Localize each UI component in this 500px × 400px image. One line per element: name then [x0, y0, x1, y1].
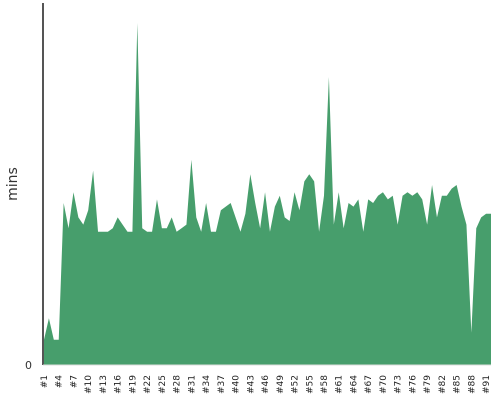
x-tick-label: #70: [379, 375, 389, 394]
x-tick-label: #85: [453, 375, 463, 394]
y-axis-label: mins: [5, 167, 21, 201]
x-tick-label: #49: [276, 375, 286, 394]
x-tick-labels: #1 #4 #7 #10 #13 #16 #19 #22 #25 #28 #31 #34 #37 #40 #…: [40, 375, 492, 394]
x-tick-label: #88: [467, 375, 477, 394]
x-tick-label: #91: [482, 375, 492, 394]
x-tick-label: #67: [364, 375, 374, 394]
x-tick-label: #4: [55, 375, 65, 389]
x-tick-label: #37: [217, 375, 227, 394]
x-tick-label: #19: [128, 375, 138, 394]
x-tick-label: #28: [173, 375, 183, 394]
x-tick-label: #79: [423, 375, 433, 394]
x-tick-label: #43: [246, 375, 256, 394]
x-tick-label: #31: [187, 375, 197, 394]
x-tick-label: #34: [202, 375, 212, 394]
y-tick-label-0: 0: [25, 359, 32, 372]
x-tick-label: #7: [70, 375, 80, 388]
x-tick-label: #16: [114, 375, 124, 394]
x-tick-label: #82: [438, 375, 448, 394]
x-tick-label: #25: [158, 375, 168, 394]
x-tick-label: #73: [394, 375, 404, 394]
x-tick-label: #64: [350, 375, 360, 394]
x-tick-label: #55: [305, 375, 315, 394]
x-tick-label: #40: [232, 375, 242, 394]
x-tick-label: #61: [335, 375, 345, 394]
x-tick-label: #76: [408, 375, 418, 394]
x-tick-label: #13: [99, 375, 109, 394]
x-tick-label: #22: [143, 375, 153, 394]
x-tick-label: #52: [291, 375, 301, 394]
x-tick-label: #58: [320, 375, 330, 394]
x-tick-label: #46: [261, 375, 271, 394]
series-area: [44, 23, 491, 365]
x-tick-label: #10: [84, 375, 94, 394]
x-tick-label: #1: [40, 375, 50, 388]
